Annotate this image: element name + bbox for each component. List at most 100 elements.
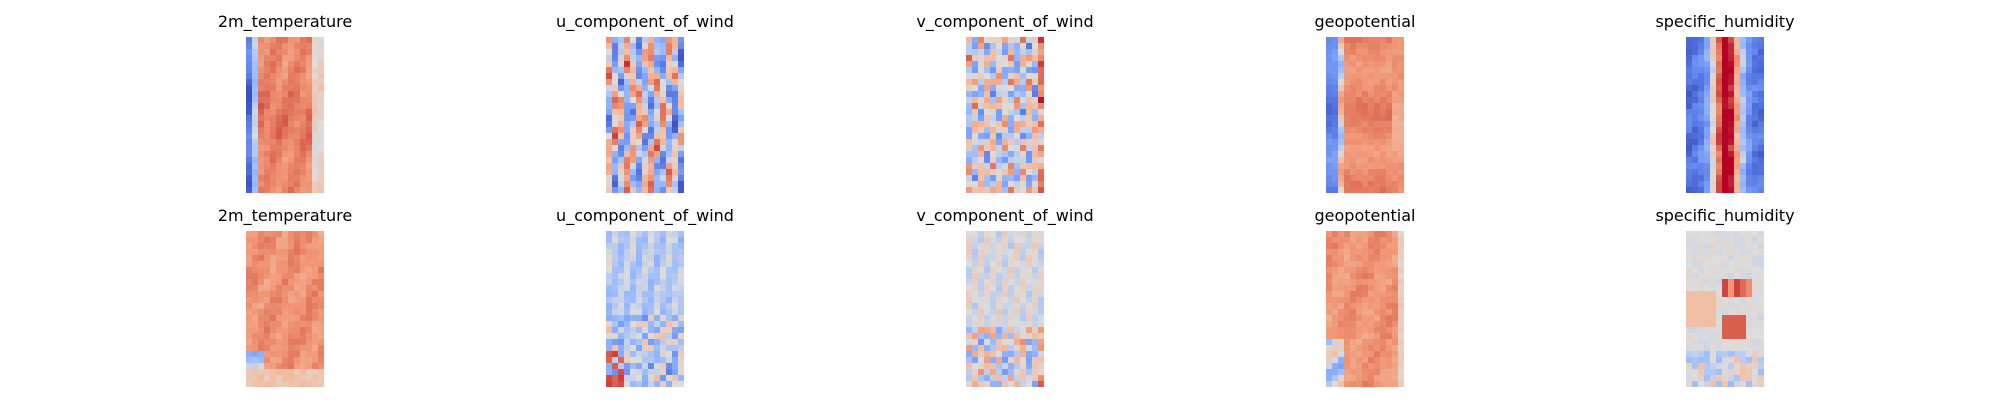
heatmap-cell (1392, 163, 1399, 170)
heatmap-cell (1350, 363, 1357, 370)
heatmap-cell (1020, 363, 1027, 370)
heatmap-cell (1380, 255, 1387, 262)
heatmap-cell (636, 357, 643, 364)
heatmap-cell (1362, 309, 1369, 316)
heatmap-cell (300, 357, 307, 364)
heatmap-cell (642, 351, 649, 358)
heatmap-cell (666, 37, 673, 44)
heatmap-cell (1020, 61, 1027, 68)
heatmap-cell (1020, 231, 1027, 238)
heatmap-cell (642, 175, 649, 182)
heatmap-cell (1698, 79, 1705, 86)
heatmap-cell (312, 73, 319, 80)
heatmap-cell (300, 345, 307, 352)
heatmap-cell (648, 109, 655, 116)
heatmap-cell (1692, 285, 1699, 292)
heatmap-cell (1008, 157, 1015, 164)
heatmap-cell (1386, 127, 1393, 134)
heatmap-cell (1032, 139, 1039, 146)
heatmap-cell (1002, 103, 1009, 110)
heatmap-cell (1368, 181, 1375, 188)
heatmap-cell (1722, 127, 1729, 134)
heatmap-cell (984, 145, 991, 152)
heatmap-cell (1338, 351, 1345, 358)
heatmap-cell (1020, 285, 1027, 292)
heatmap-cell (642, 133, 649, 140)
heatmap-cell (606, 151, 613, 158)
heatmap-cell (1020, 321, 1027, 328)
heatmap-cell (1362, 291, 1369, 298)
heatmap-cell (282, 291, 289, 298)
heatmap-cell (1344, 375, 1351, 382)
heatmap-cell (672, 181, 679, 188)
heatmap-cell (300, 109, 307, 116)
heatmap-cell (270, 291, 277, 298)
heatmap-cell (1368, 303, 1375, 310)
heatmap-cell (648, 163, 655, 170)
heatmap-cell (264, 339, 271, 346)
heatmap-cell (1368, 103, 1375, 110)
heatmap-cell (1686, 339, 1693, 346)
heatmap-cell (276, 267, 283, 274)
heatmap-cell (1398, 297, 1404, 304)
heatmap-cell (678, 109, 684, 116)
heatmap-cell (654, 237, 661, 244)
heatmap-cell (612, 109, 619, 116)
heatmap-cell (294, 267, 301, 274)
heatmap-cell (1008, 237, 1015, 244)
heatmap-cell (624, 267, 631, 274)
heatmap-cell (288, 61, 295, 68)
heatmap-cell (972, 327, 979, 334)
heatmap-cell (630, 297, 637, 304)
heatmap-cell (1038, 339, 1044, 346)
heatmap-cell (1686, 309, 1693, 316)
heatmap-cell (648, 339, 655, 346)
heatmap-cell (636, 73, 643, 80)
heatmap-cell (624, 49, 631, 56)
heatmap-cell (1386, 43, 1393, 50)
heatmap-cell (264, 127, 271, 134)
heatmap-cell (1020, 243, 1027, 250)
heatmap-cell (1752, 267, 1759, 274)
heatmap-cell (318, 163, 324, 170)
heatmap-cell (966, 49, 973, 56)
heatmap-cell (978, 303, 985, 310)
heatmap-cell (1374, 169, 1381, 176)
heatmap-cell (1686, 181, 1693, 188)
heatmap-cell (1008, 55, 1015, 62)
heatmap-cell (672, 151, 679, 158)
heatmap-cell (642, 79, 649, 86)
heatmap-cell (312, 133, 319, 140)
heatmap-cell (1692, 375, 1699, 382)
heatmap-cell (1002, 375, 1009, 382)
heatmap-cell (1368, 91, 1375, 98)
heatmap-cell (252, 115, 259, 122)
heatmap-cell (1338, 255, 1345, 262)
heatmap-cell (624, 85, 631, 92)
heatmap-cell (1722, 181, 1729, 188)
heatmap-cell (978, 339, 985, 346)
heatmap-cell (1722, 133, 1729, 140)
heatmap-cell (978, 345, 985, 352)
heatmap-cell (264, 103, 271, 110)
heatmap-cell (1350, 231, 1357, 238)
heatmap-cell (1350, 127, 1357, 134)
heatmap-cell (1380, 351, 1387, 358)
heatmap-cell (1758, 55, 1764, 62)
heatmap-cell (1332, 49, 1339, 56)
heatmap-cell (1008, 49, 1015, 56)
heatmap-cell (996, 231, 1003, 238)
heatmap-cell (1722, 255, 1729, 262)
heatmap-cell (294, 67, 301, 74)
heatmap-cell (258, 333, 265, 340)
heatmap-cell (612, 249, 619, 256)
heatmap-cell (246, 339, 253, 346)
heatmap-cell (1362, 363, 1369, 370)
heatmap-cell (1758, 273, 1764, 280)
heatmap-cell (1752, 375, 1759, 382)
heatmap-cell (306, 333, 313, 340)
heatmap-cell (1698, 309, 1705, 316)
heatmap-cell (966, 175, 973, 182)
heatmap-cell (1710, 369, 1717, 376)
heatmap-cell (672, 309, 679, 316)
